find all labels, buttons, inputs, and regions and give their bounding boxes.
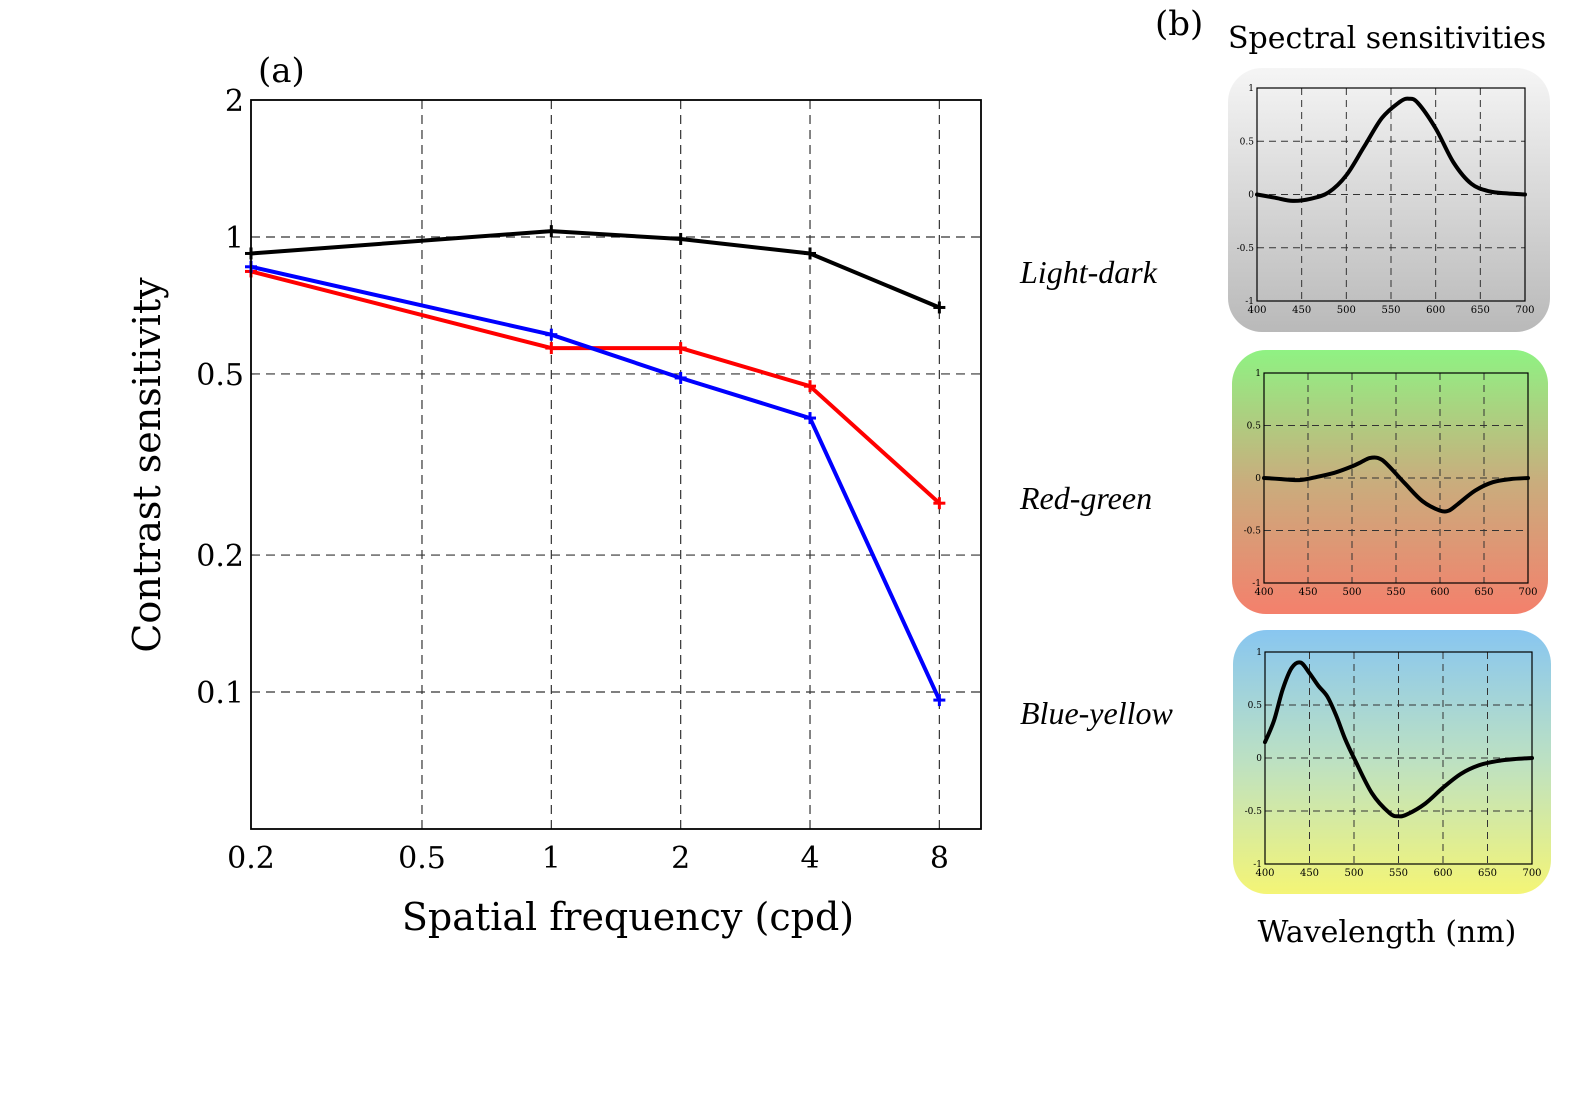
x-tick-label: 1 — [542, 841, 561, 876]
spectral-y-tick-label: -1 — [1245, 297, 1254, 307]
x-tick-label: 2 — [671, 841, 690, 876]
series-red_green — [245, 265, 946, 510]
spectral-y-tick-label: 1 — [1256, 648, 1262, 658]
spectral-x-tick-label: 500 — [1337, 305, 1356, 316]
data-point-light_dark — [545, 225, 558, 238]
panel-a-label: (a) — [258, 51, 305, 91]
spectral-x-tick-label: 450 — [1300, 868, 1319, 879]
spectral-x-tick-label: 400 — [1254, 587, 1273, 598]
data-point-light_dark — [674, 232, 687, 245]
spectral-y-tick-label: 1 — [1248, 84, 1254, 94]
spectral-x-tick-label: 450 — [1292, 305, 1311, 316]
spectral-x-tick-label: 650 — [1478, 868, 1497, 879]
series-line-blue_yellow — [250, 264, 942, 701]
blue-yellow-spectrum-plot: 400 450 500 550 600 650 700 -1 -0.5 0 0.5 1 — [1245, 648, 1542, 879]
data-point-red_green — [674, 342, 687, 355]
data-point-light_dark — [804, 247, 817, 260]
spectral-x-tick-label: 550 — [1381, 305, 1400, 316]
spectral-y-tick-label: 0.5 — [1248, 701, 1263, 711]
spectral-y-tick-label: 0.5 — [1240, 137, 1255, 147]
spectral-x-tick-label: 700 — [1518, 587, 1537, 598]
x-tick-label: 4 — [800, 841, 819, 876]
y-tick-label: 2 — [225, 84, 244, 119]
red-green-panel-bg — [1232, 350, 1548, 614]
red-green-spectrum-plot: 400 450 500 550 600 650 700 -1 -0.5 0 0.5 1 — [1244, 369, 1538, 598]
spectral-x-tick-label: 600 — [1430, 587, 1449, 598]
spectral-curve-blue-yellow — [1263, 660, 1534, 819]
x-axis-label: Spatial frequency (cpd) — [402, 895, 854, 939]
channel-label-blue-yellow: Blue-yellow — [1020, 695, 1173, 731]
x-tick-labels: 0.2 0.5 1 2 4 8 — [227, 841, 949, 876]
spectral-y-tick-label: 1 — [1255, 369, 1261, 379]
series-light_dark — [245, 225, 946, 314]
spectral-title: Spectral sensitivities — [1228, 21, 1546, 56]
spectral-y-tick-label: -1 — [1252, 579, 1261, 589]
spectral-curve-light-dark — [1255, 96, 1527, 203]
panel-b-label: (b) — [1155, 4, 1203, 44]
spectral-x-tick-label: 600 — [1426, 305, 1445, 316]
spectral-sensitivities-panel: (b) Spectral sensitivities 400 450 500 550 6… — [1155, 4, 1551, 950]
contrast-sensitivity-chart: (a) 0.2 0.5 1 2 4 8 0.1 0.2 0.5 1 2 Spatial frequ… — [125, 51, 982, 939]
spectral-y-tick-label: -1 — [1253, 860, 1262, 870]
data-point-red_green — [933, 497, 946, 510]
chart-grid — [251, 100, 981, 829]
y-tick-label: 0.2 — [196, 539, 244, 574]
spectral-x-tick-label: 700 — [1522, 868, 1541, 879]
data-point-light_dark — [933, 301, 946, 314]
channel-labels: Light-dark Red-green Blue-yellow — [1019, 254, 1173, 731]
data-point-blue_yellow — [674, 371, 687, 384]
data-point-blue_yellow — [933, 694, 946, 707]
chart-frame — [250, 99, 982, 830]
x-tick-label: 0.5 — [398, 841, 446, 876]
light-dark-spectrum-plot: 400 450 500 550 600 650 700 -1 -0.5 0 0.5 1 — [1237, 84, 1535, 316]
channel-label-red-green: Red-green — [1019, 480, 1152, 516]
blue-yellow-panel-bg — [1233, 630, 1551, 894]
spectral-curve-red-green — [1262, 455, 1530, 514]
spectral-x-tick-label: 500 — [1344, 868, 1363, 879]
spectral-y-tick-label: -0.5 — [1237, 244, 1255, 254]
spectral-y-tick-label: -0.5 — [1245, 807, 1263, 817]
spectral-y-tick-label: 0 — [1256, 754, 1262, 764]
y-axis-label: Contrast sensitivity — [125, 277, 169, 653]
spectral-y-tick-label: -0.5 — [1244, 527, 1262, 537]
chart-series — [245, 225, 946, 707]
y-tick-label: 1 — [225, 221, 244, 256]
data-point-red_green — [804, 380, 817, 393]
spectral-x-tick-label: 600 — [1433, 868, 1452, 879]
x-tick-label: 8 — [930, 841, 949, 876]
data-point-blue_yellow — [804, 412, 817, 425]
spectral-x-tick-label: 700 — [1515, 305, 1534, 316]
spectral-x-tick-label: 550 — [1386, 587, 1405, 598]
spectral-x-tick-label: 650 — [1474, 587, 1493, 598]
spectral-x-tick-label: 500 — [1342, 587, 1361, 598]
x-tick-label: 0.2 — [227, 841, 275, 876]
data-point-blue_yellow — [545, 328, 558, 341]
series-blue_yellow — [245, 260, 946, 707]
spectral-y-tick-label: 0.5 — [1247, 422, 1262, 432]
spectral-x-tick-label: 400 — [1255, 868, 1274, 879]
y-tick-label: 0.1 — [196, 676, 244, 711]
channel-label-light-dark: Light-dark — [1019, 254, 1158, 290]
spectral-x-tick-label: 550 — [1389, 868, 1408, 879]
spectral-x-tick-label: 450 — [1298, 587, 1317, 598]
light-dark-panel-bg — [1228, 68, 1550, 332]
spectral-y-tick-label: 0 — [1248, 191, 1254, 201]
spectral-y-tick-label: 0 — [1255, 474, 1261, 484]
y-tick-labels: 0.1 0.2 0.5 1 2 — [196, 84, 244, 711]
spectral-x-tick-label: 650 — [1471, 305, 1490, 316]
spectral-x-tick-label: 400 — [1247, 305, 1266, 316]
series-line-red_green — [250, 269, 941, 505]
y-tick-label: 0.5 — [196, 358, 244, 393]
data-point-red_green — [545, 342, 558, 355]
wavelength-axis-label: Wavelength (nm) — [1258, 915, 1517, 950]
